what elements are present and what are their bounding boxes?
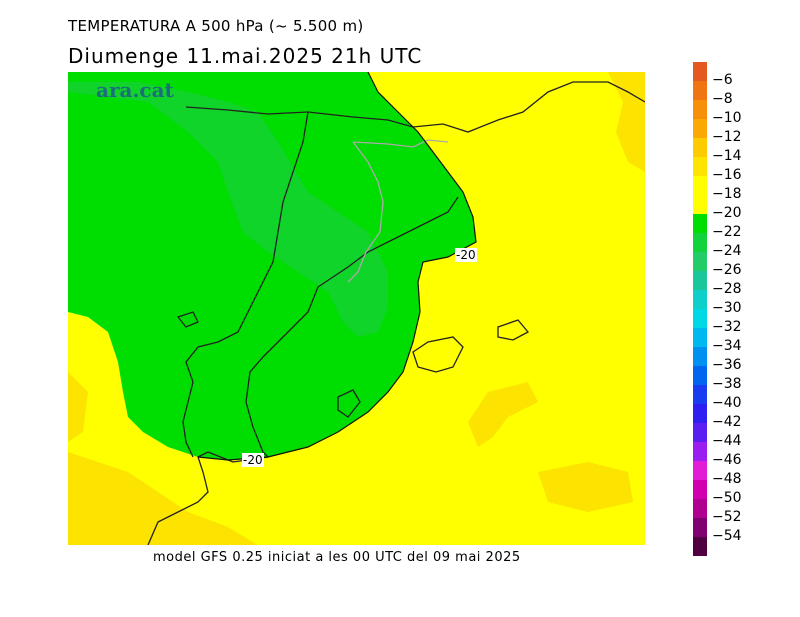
legend-swatch [693, 176, 707, 195]
legend-label: −8 [712, 91, 733, 107]
legend-swatch [693, 366, 707, 385]
legend-label: −50 [712, 490, 742, 506]
legend-swatch [693, 138, 707, 157]
legend-label: −48 [712, 471, 742, 487]
legend-swatch [693, 100, 707, 119]
legend-label: −34 [712, 338, 742, 354]
legend-label: −6 [712, 72, 733, 88]
legend-label: −22 [712, 224, 742, 240]
legend-swatch [693, 119, 707, 138]
legend-label: −54 [712, 528, 742, 544]
legend-label: −14 [712, 148, 742, 164]
legend-swatch [693, 442, 707, 461]
cold-region-green [68, 72, 476, 460]
legend-label: −24 [712, 243, 742, 259]
legend-label: −28 [712, 281, 742, 297]
warm-patch-southwest [68, 452, 258, 545]
temperature-map [68, 72, 645, 545]
legend-label: −26 [712, 262, 742, 278]
chart-title: TEMPERATURA A 500 hPa (~ 5.500 m) [68, 17, 364, 35]
legend-swatch [693, 518, 707, 537]
contour-label-east: -20 [455, 248, 477, 262]
legend-label: −46 [712, 452, 742, 468]
coastlines [147, 81, 645, 545]
legend-swatch [693, 499, 707, 518]
legend-label: −10 [712, 110, 742, 126]
color-legend [693, 62, 707, 556]
legend-swatch [693, 233, 707, 252]
legend-swatch [693, 252, 707, 271]
legend-label: −18 [712, 186, 742, 202]
legend-swatch [693, 537, 707, 556]
model-footer: model GFS 0.25 iniciat a les 00 UTC del … [153, 550, 521, 565]
legend-swatch [693, 195, 707, 214]
legend-swatch [693, 271, 707, 290]
legend-swatch [693, 290, 707, 309]
legend-label: −12 [712, 129, 742, 145]
legend-swatch [693, 214, 707, 233]
legend-swatch [693, 385, 707, 404]
chart-subtitle: Diumenge 11.mai.2025 21h UTC [68, 44, 423, 68]
legend-label: −38 [712, 376, 742, 392]
legend-label: −42 [712, 414, 742, 430]
legend-label: −36 [712, 357, 742, 373]
legend-swatch [693, 157, 707, 176]
legend-swatch [693, 328, 707, 347]
legend-swatch [693, 404, 707, 423]
warm-patch-west [68, 372, 88, 442]
ara-cat-logo: ara.cat [96, 78, 174, 102]
legend-swatch [693, 461, 707, 480]
legend-swatch [693, 309, 707, 328]
warm-patch-southeast [468, 382, 538, 447]
warm-patch-south [538, 462, 633, 512]
legend-label: −44 [712, 433, 742, 449]
legend-swatch [693, 81, 707, 100]
legend-label: −20 [712, 205, 742, 221]
legend-label: −30 [712, 300, 742, 316]
legend-swatch [693, 423, 707, 442]
legend-swatch [693, 480, 707, 499]
legend-swatch [693, 62, 707, 81]
isotherm-minus20 [197, 72, 477, 461]
contour-label-south: -20 [242, 453, 264, 467]
legend-swatch [693, 347, 707, 366]
cold-core [68, 82, 388, 337]
borders [347, 139, 449, 283]
legend-label: −52 [712, 509, 742, 525]
legend-label: −40 [712, 395, 742, 411]
legend-label: −16 [712, 167, 742, 183]
legend-label: −32 [712, 319, 742, 335]
